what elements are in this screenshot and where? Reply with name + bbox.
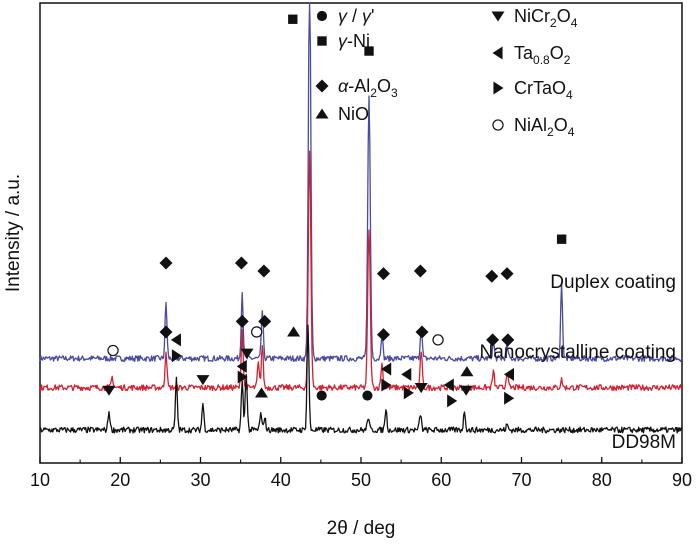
legend-label-0: γ / γ' xyxy=(338,6,374,26)
marker-diamond-filled-3 xyxy=(159,256,173,270)
legend-label-2: α-Al2O3 xyxy=(338,76,398,100)
marker-triangle-right-31 xyxy=(171,349,182,363)
series-labels: Duplex coating Nanocrystalline coating DD9… xyxy=(480,272,676,453)
x-tick-label-70: 70 xyxy=(511,470,531,490)
legend-symbol-square-filled xyxy=(317,36,327,46)
legend-label-7: NiAl2O4 xyxy=(514,115,575,139)
legend-symbol-circle-open xyxy=(492,119,504,131)
marker-triangle-up-37 xyxy=(287,326,301,337)
marker-triangle-down-24 xyxy=(459,385,473,396)
x-tick-label-40: 40 xyxy=(271,470,291,490)
marker-diamond-filled-16 xyxy=(501,333,515,347)
series-label-duplex-coating: Duplex coating xyxy=(550,272,676,293)
marker-triangle-down-23 xyxy=(414,383,428,394)
marker-triangle-up-39 xyxy=(460,366,474,377)
x-axis-label: 2θ / deg xyxy=(327,518,396,539)
legend-symbol-diamond-filled xyxy=(315,79,329,93)
marker-circle-filled-40 xyxy=(316,390,327,401)
marker-triangle-down-22 xyxy=(240,348,254,359)
legend-symbol-triangle-down xyxy=(491,11,505,22)
curves-group xyxy=(39,2,683,434)
marker-circle-open-17 xyxy=(107,344,119,357)
marker-triangle-left-29 xyxy=(443,378,454,392)
x-tick-label-90: 90 xyxy=(672,470,692,490)
marker-diamond-filled-9 xyxy=(500,267,514,281)
marker-diamond-filled-11 xyxy=(235,314,249,328)
series-label-nanocrystalline-coating: Nanocrystalline coating xyxy=(480,342,676,363)
peak-annotations xyxy=(102,14,567,408)
marker-triangle-left-27 xyxy=(381,362,392,376)
x-tick-label-10: 10 xyxy=(30,470,50,490)
marker-circle-open-19 xyxy=(432,334,444,346)
marker-diamond-filled-12 xyxy=(258,314,272,328)
x-tick-label-80: 80 xyxy=(592,470,612,490)
marker-triangle-right-36 xyxy=(504,391,515,405)
marker-triangle-right-35 xyxy=(447,394,458,408)
legend-symbol-circle-filled xyxy=(316,10,328,22)
marker-triangle-down-21 xyxy=(196,375,210,386)
marker-triangle-left-25 xyxy=(170,333,181,347)
legend-label-5: Ta0.8O2 xyxy=(514,43,571,67)
x-tick-label-50: 50 xyxy=(351,470,371,490)
marker-triangle-right-34 xyxy=(403,386,414,400)
marker-triangle-left-28 xyxy=(401,367,412,381)
marker-triangle-right-33 xyxy=(381,378,392,392)
x-tick-label-30: 30 xyxy=(190,470,210,490)
marker-diamond-filled-4 xyxy=(234,256,248,270)
legend-label-1: γ-Ni xyxy=(338,31,370,51)
marker-triangle-right-32 xyxy=(237,370,248,384)
curve-duplex-coating xyxy=(39,2,683,363)
marker-diamond-filled-6 xyxy=(376,267,390,281)
marker-square-filled-2 xyxy=(556,234,567,244)
legend-label-6: CrTaO4 xyxy=(514,78,573,102)
series-label-dd98m: DD98M xyxy=(612,432,676,453)
marker-square-filled-1 xyxy=(364,46,374,56)
legend-symbol-triangle-right xyxy=(493,81,504,95)
curve-nanocrystalline-coating xyxy=(39,150,682,392)
legend-label-4: NiCr2O4 xyxy=(514,6,578,30)
marker-diamond-filled-8 xyxy=(485,269,499,283)
marker-diamond-filled-5 xyxy=(257,264,271,278)
x-tick-label-20: 20 xyxy=(110,470,130,490)
y-axis-label: Intensity / a.u. xyxy=(3,174,24,292)
marker-diamond-filled-15 xyxy=(486,333,500,347)
plot-frame xyxy=(39,2,683,464)
legend: γ / γ' γ-Ni α-Al2O3 NiO NiCr2O4 Ta0.8O2 CrTaO4… xyxy=(315,6,578,139)
marker-circle-filled-41 xyxy=(362,390,373,401)
marker-triangle-down-20 xyxy=(102,385,116,396)
marker-triangle-left-26 xyxy=(236,359,247,373)
marker-diamond-filled-13 xyxy=(376,328,390,342)
marker-triangle-up-38 xyxy=(254,387,268,398)
marker-diamond-filled-10 xyxy=(159,325,173,339)
legend-symbol-triangle-up xyxy=(315,108,329,119)
marker-triangle-left-30 xyxy=(503,367,515,381)
curve-dd98m xyxy=(39,324,683,434)
legend-symbol-triangle-left xyxy=(492,46,503,60)
marker-circle-open-18 xyxy=(251,326,263,338)
marker-diamond-filled-7 xyxy=(413,264,427,278)
marker-diamond-filled-14 xyxy=(415,325,429,339)
marker-square-filled-0 xyxy=(288,14,298,24)
legend-label-3: NiO xyxy=(338,104,369,124)
x-axis: 10 20 30 40 50 60 70 80 90 xyxy=(30,457,692,490)
x-tick-label-60: 60 xyxy=(431,470,451,490)
